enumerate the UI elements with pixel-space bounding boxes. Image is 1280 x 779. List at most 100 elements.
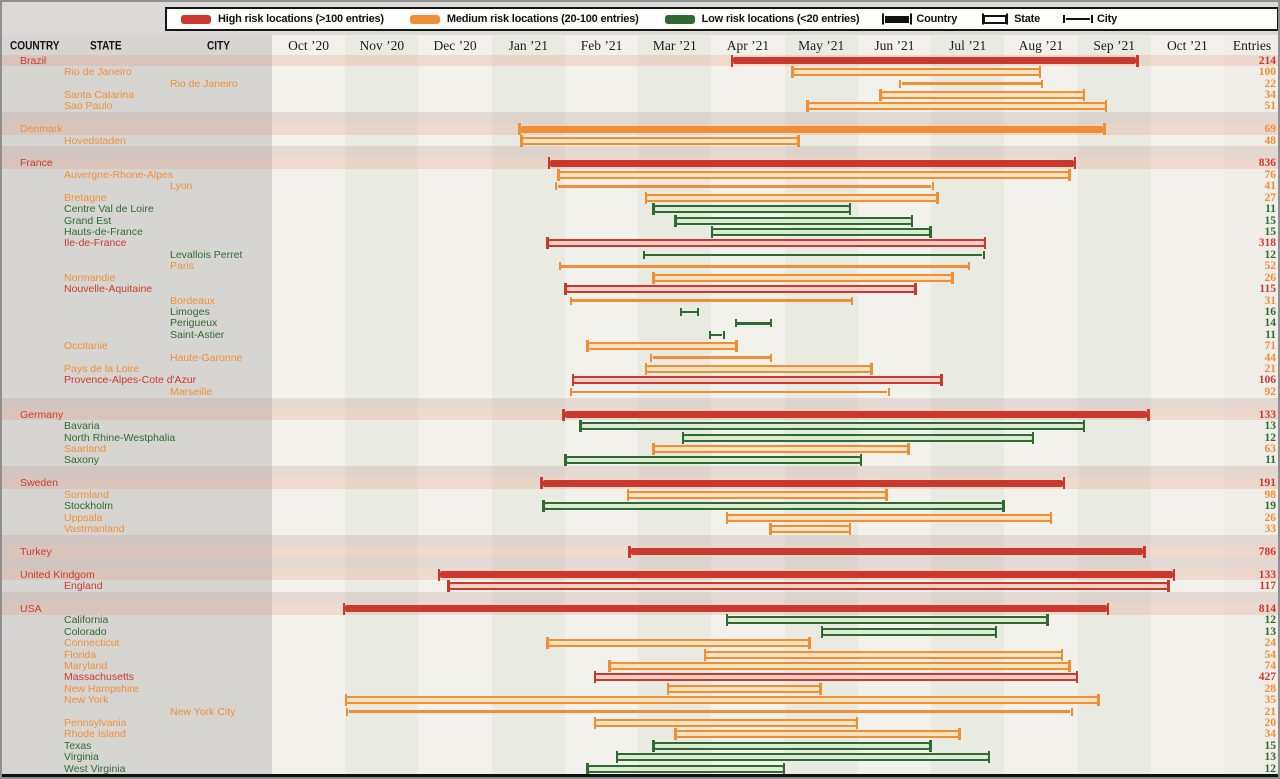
row-label-state: New York: [64, 694, 109, 707]
row-label-state: Hauts-de-France: [64, 226, 143, 238]
row-label-state: Colorado: [64, 625, 107, 638]
gantt-bar-state: [711, 228, 932, 236]
entries-value: 786: [1258, 545, 1276, 558]
row-label-city: Limoges: [170, 305, 210, 318]
legend-item-country: Country: [885, 13, 957, 25]
entries-value: 92: [1264, 385, 1277, 398]
gantt-bar-country: [345, 605, 1107, 613]
gantt-bar-state: [879, 90, 1085, 99]
entries-value: 26: [1264, 511, 1277, 524]
gantt-bar-state: [616, 753, 990, 762]
entries-value: 133: [1258, 568, 1276, 581]
gantt-bar-city: [737, 322, 770, 325]
entries-value: 13: [1264, 751, 1277, 764]
entries-value: 35: [1264, 694, 1277, 707]
legend-label: High risk locations (>100 entries): [218, 13, 384, 25]
gantt-bar-state: [594, 673, 1078, 682]
gantt-bar-state: [806, 102, 1107, 111]
row-label-state: West Virginia: [64, 762, 126, 775]
row-label-city: Levallois Perret: [170, 248, 243, 261]
column-header-state: STATE: [90, 39, 122, 54]
entries-value: 14: [1264, 317, 1277, 330]
entries-value: 427: [1258, 671, 1276, 684]
gantt-bar-country: [542, 479, 1063, 487]
legend-swatch-medium: [409, 14, 440, 24]
month-column-stripe: [418, 35, 492, 775]
gantt-bar-city: [645, 253, 983, 257]
gantt-bar-state: [821, 627, 997, 636]
row-label-country: Turkey: [20, 545, 52, 558]
entries-value: 191: [1258, 477, 1276, 490]
month-column-stripe: [564, 35, 639, 775]
row-label-state: Connecticut: [64, 637, 120, 650]
entries-value: 11: [1265, 454, 1276, 467]
gantt-bar-state: [586, 764, 785, 773]
legend: High risk locations (>100 entries) Medium…: [165, 7, 1278, 31]
gantt-bar-state: [579, 422, 1085, 431]
gantt-bar-state: [520, 136, 800, 145]
entries-value: 22: [1264, 77, 1277, 90]
gantt-bar-state: [726, 616, 1049, 625]
month-label: May ’21: [798, 38, 845, 53]
row-label-state: Florida: [64, 648, 97, 661]
entries-value: 100: [1258, 66, 1276, 79]
row-label-state: Santa Catarina: [64, 88, 135, 101]
gantt-bar-state: [572, 376, 943, 385]
legend-marker-city-icon: [1066, 18, 1091, 20]
row-label-country: USA: [20, 602, 42, 615]
entries-value: 31: [1264, 294, 1277, 307]
row-label-city: Lyon: [170, 180, 193, 193]
legend-item-city: City: [1066, 13, 1117, 25]
row-label-state: Auvergne-Rhone-Alpes: [64, 168, 174, 181]
legend-item-medium: Medium risk locations (20-100 entries): [409, 13, 639, 25]
column-header-country: COUNTRY: [10, 39, 60, 54]
legend-swatch-low: [664, 14, 695, 24]
gantt-bar-state: [769, 524, 851, 533]
country-row-band: [2, 55, 1278, 67]
gantt-bar-state: [791, 68, 1041, 77]
gantt-bar-country: [520, 125, 1104, 133]
gantt-bar-state: [674, 730, 961, 739]
row-label-state: Sao Paulo: [64, 100, 113, 113]
month-label: Dec ’20: [433, 38, 477, 53]
entries-column-panel: [1224, 35, 1278, 775]
month-label: Nov ’20: [359, 38, 405, 53]
label-columns-panel: [2, 35, 272, 775]
legend-label: Medium risk locations (20-100 entries): [446, 13, 639, 25]
month-label: Jan ’21: [508, 38, 548, 53]
entries-value: 12: [1264, 248, 1277, 261]
group-gap-band: [2, 146, 1278, 158]
gantt-bar-state: [645, 365, 873, 374]
row-label-state: Bretagne: [64, 191, 107, 204]
entries-value: 76: [1264, 168, 1277, 181]
entries-value: 15: [1264, 214, 1277, 227]
entries-value: 21: [1264, 363, 1277, 376]
month-label: Apr ’21: [726, 38, 770, 53]
entries-value: 63: [1264, 442, 1277, 455]
row-label-state: Texas: [64, 739, 92, 752]
entries-value: 27: [1264, 191, 1277, 204]
row-label-state: Uppsala: [64, 511, 103, 524]
row-label-state: Saxony: [64, 454, 100, 467]
month-label: Sep ’21: [1093, 38, 1135, 53]
gantt-bar-state: [564, 456, 862, 465]
gantt-bar-city: [557, 185, 932, 188]
legend-marker-state-icon: [983, 14, 1008, 24]
month-label: Jun ’21: [874, 38, 915, 53]
gantt-bar-state: [546, 239, 986, 248]
column-header-entries: Entries: [1232, 38, 1272, 53]
legend-marker-country-icon: [885, 15, 910, 23]
entries-value: 115: [1259, 283, 1276, 296]
entries-value: 106: [1258, 374, 1276, 387]
row-label-country: Denmark: [20, 123, 63, 136]
row-label-state: Vastmanland: [64, 522, 125, 535]
gantt-bar-city: [572, 299, 851, 302]
month-label: Aug ’21: [1018, 38, 1064, 53]
gantt-bar-country: [564, 411, 1148, 419]
gantt-bar-state: [564, 285, 917, 294]
legend-label: City: [1097, 13, 1118, 25]
gantt-bar-city: [652, 356, 770, 359]
row-label-city: Paris: [170, 260, 194, 273]
month-column-stripe: [345, 35, 419, 775]
entries-value: 12: [1264, 431, 1277, 444]
